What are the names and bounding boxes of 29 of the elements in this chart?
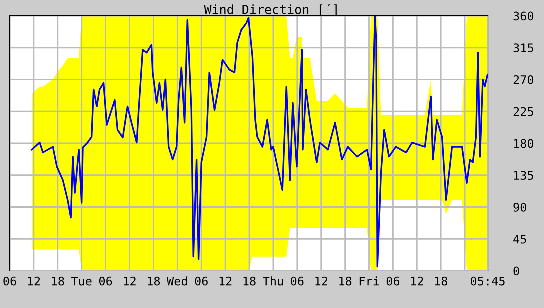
y-tick-label: 90 <box>514 203 526 212</box>
x-tick-label: 18 <box>340 276 352 286</box>
x-tick-label: Fri <box>360 276 380 286</box>
y-tick-label: 225 <box>514 107 534 116</box>
x-tick-label: 06 <box>195 276 208 286</box>
x-tick-label: 18 <box>52 276 64 286</box>
x-tick-label: 18 <box>435 276 448 286</box>
x-tick-label: 12 <box>28 276 40 286</box>
x-tick-label: 12 <box>220 276 232 286</box>
y-tick-label: 0 <box>514 266 520 276</box>
x-tick-label: Wed <box>166 276 188 286</box>
x-tick-label: 12 <box>124 276 136 286</box>
y-tick-label: 270 <box>514 76 534 84</box>
x-tick-label: 12 <box>411 276 424 286</box>
y-tick-label: 180 <box>514 139 534 148</box>
y-tick-label: 45 <box>514 235 526 244</box>
x-tick-label: 06 <box>4 276 16 286</box>
x-tick-label: 05:45 <box>471 276 505 286</box>
x-tick-label: 12 <box>316 276 328 286</box>
y-tick-label: 360 <box>514 12 534 21</box>
x-tick-label: 06 <box>386 276 400 286</box>
x-tick-label: Tue <box>71 276 92 286</box>
y-tick-label: 315 <box>514 44 534 53</box>
x-tick-label: 06 <box>291 276 304 286</box>
x-tick-label: 18 <box>148 276 160 286</box>
x-tick-label: Thu <box>263 276 284 286</box>
y-tick-label: 135 <box>514 171 534 180</box>
x-tick-label: 06 <box>99 276 112 286</box>
x-tick-label: 18 <box>244 276 256 286</box>
